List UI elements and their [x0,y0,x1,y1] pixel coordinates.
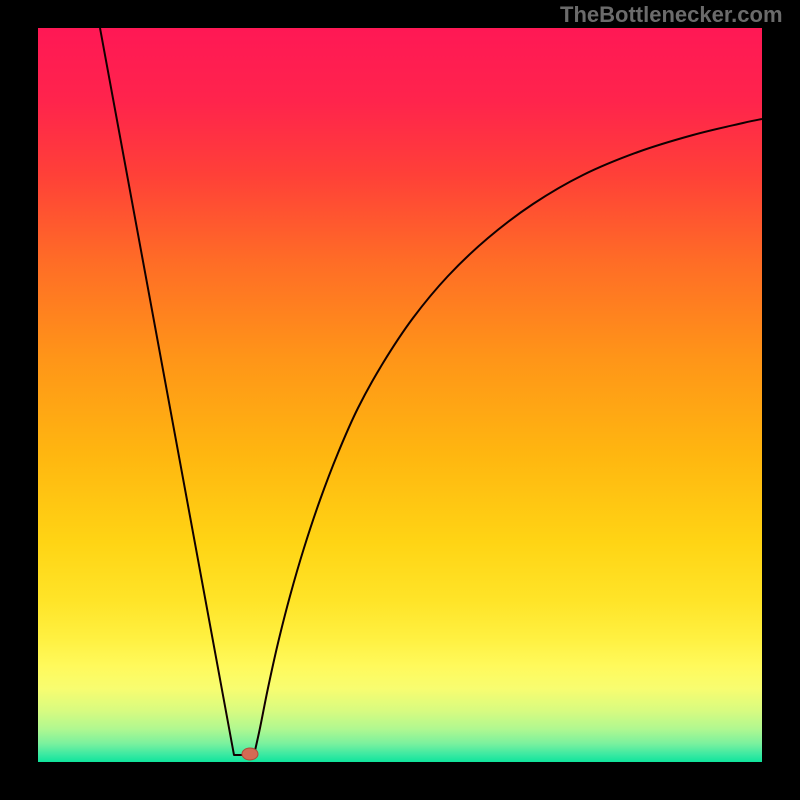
optimum-marker [242,748,258,760]
chart-container: TheBottlenecker.com [0,0,800,800]
plot-svg [38,28,762,762]
watermark-text: TheBottlenecker.com [560,2,783,28]
plot-area [38,28,762,762]
gradient-background [38,28,762,762]
